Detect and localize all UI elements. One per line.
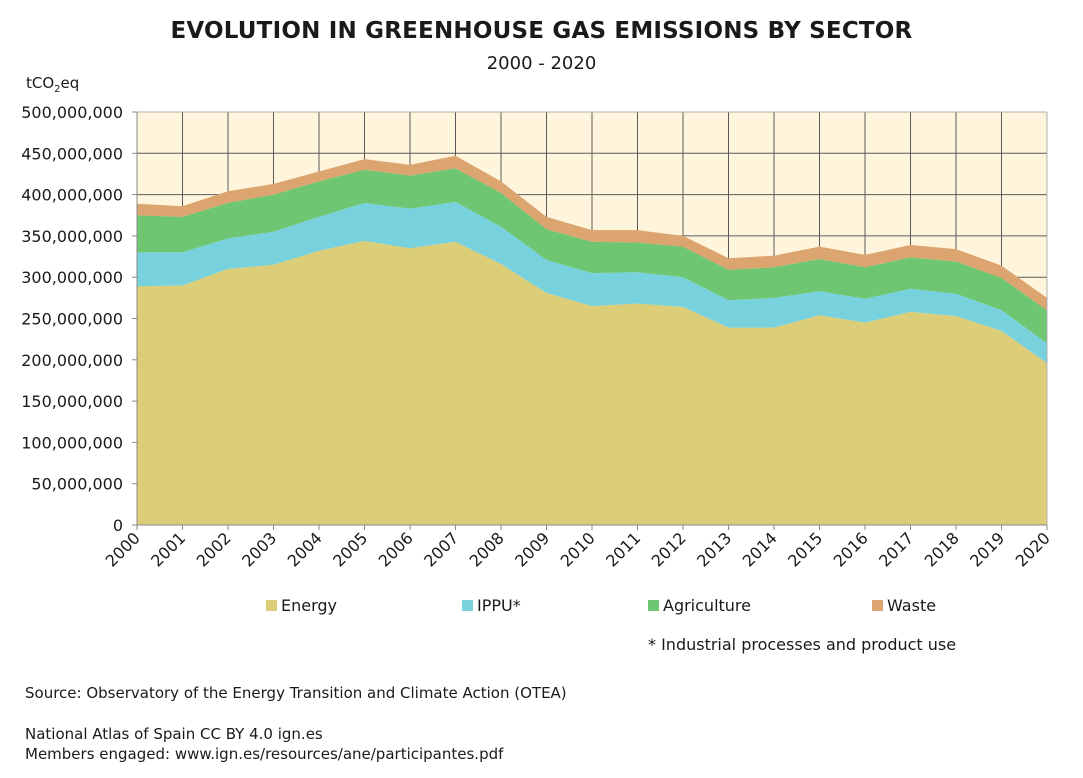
y-tick-label: 200,000,000: [21, 351, 123, 370]
x-tick-label: 2015: [784, 528, 826, 570]
x-tick-label: 2012: [648, 528, 690, 570]
legend-label-ippu: IPPU*: [477, 596, 521, 615]
y-tick-label: 50,000,000: [31, 475, 123, 494]
y-tick-label: 450,000,000: [21, 144, 123, 163]
chart-subtitle: 2000 - 2020: [486, 53, 597, 74]
footnote-ippu: * Industrial processes and product use: [648, 635, 957, 654]
x-tick-label: 2013: [693, 528, 735, 570]
x-tick-label: 2016: [830, 528, 872, 570]
legend-label-energy: Energy: [281, 596, 338, 615]
x-tick-label: 2007: [420, 528, 462, 570]
x-tick-label: 2008: [466, 528, 508, 570]
legend-swatch-waste: [872, 600, 883, 611]
x-tick-label: 2005: [329, 528, 371, 570]
x-tick-label: 2018: [921, 528, 963, 570]
stacked-area-chart: 0 50,000,000 100,000,000 150,000,000 200,000…: [21, 103, 1054, 571]
credit-line-2: Members engaged: www.ign.es/resources/an…: [25, 745, 504, 763]
legend-item-ippu: IPPU*: [462, 596, 521, 615]
area-waste: [137, 155, 1047, 311]
y-tick-label: 150,000,000: [21, 392, 123, 411]
y-tick-label: 500,000,000: [21, 103, 123, 122]
area-layers: [137, 155, 1047, 525]
x-tick-labels: 2000 2001 2002 2003 2004 2005 2006 2007 2008 2009…: [102, 528, 1054, 570]
chart-title: EVOLUTION IN GREENHOUSE GAS EMISSIONS BY…: [170, 18, 913, 44]
x-tick-label: 2002: [193, 528, 235, 570]
area-agriculture: [137, 168, 1047, 344]
unit-post: eq: [60, 74, 80, 92]
x-tick-label: 2020: [1012, 528, 1054, 570]
x-tick-label: 2009: [511, 528, 553, 570]
legend-label-waste: Waste: [887, 596, 937, 615]
x-tick-label: 2017: [875, 528, 917, 570]
axes: [132, 111, 1048, 530]
x-tick-label: 2019: [966, 528, 1008, 570]
unit-pre: tCO: [26, 74, 55, 92]
x-tick-label: 2011: [602, 528, 644, 570]
x-tick-label: 2001: [147, 528, 189, 570]
legend-swatch-ippu: [462, 600, 473, 611]
y-tick-label: 400,000,000: [21, 186, 123, 205]
legend-item-waste: Waste: [872, 596, 936, 615]
y-tick-label: 250,000,000: [21, 310, 123, 329]
y-axis-unit-label: tCO2eq: [26, 74, 79, 95]
y-tick-label: 100,000,000: [21, 433, 123, 452]
x-tick-label: 2006: [375, 528, 417, 570]
x-tick-label: 2004: [284, 528, 326, 570]
legend-swatch-energy: [266, 600, 277, 611]
area-energy: [137, 240, 1047, 525]
legend-item-energy: Energy: [266, 596, 337, 615]
legend-item-agriculture: Agriculture: [648, 596, 751, 615]
legend-label-agriculture: Agriculture: [663, 596, 751, 615]
x-tick-label: 2014: [739, 528, 781, 570]
y-tick-label: 350,000,000: [21, 227, 123, 246]
source-text: Source: Observatory of the Energy Transi…: [25, 684, 567, 702]
x-tick-label: 2000: [102, 528, 144, 570]
y-tick-label: 300,000,000: [21, 268, 123, 287]
legend-swatch-agriculture: [648, 600, 659, 611]
area-ippu: [137, 202, 1047, 364]
x-tick-label: 2003: [238, 528, 280, 570]
unit-sub: 2: [54, 84, 61, 95]
y-tick-labels: 0 50,000,000 100,000,000 150,000,000 200,000…: [21, 103, 123, 535]
y-tick-label: 0: [113, 516, 123, 535]
x-tick-label: 2010: [557, 528, 599, 570]
credit-line-1: National Atlas of Spain CC BY 4.0 ign.es: [25, 725, 323, 743]
